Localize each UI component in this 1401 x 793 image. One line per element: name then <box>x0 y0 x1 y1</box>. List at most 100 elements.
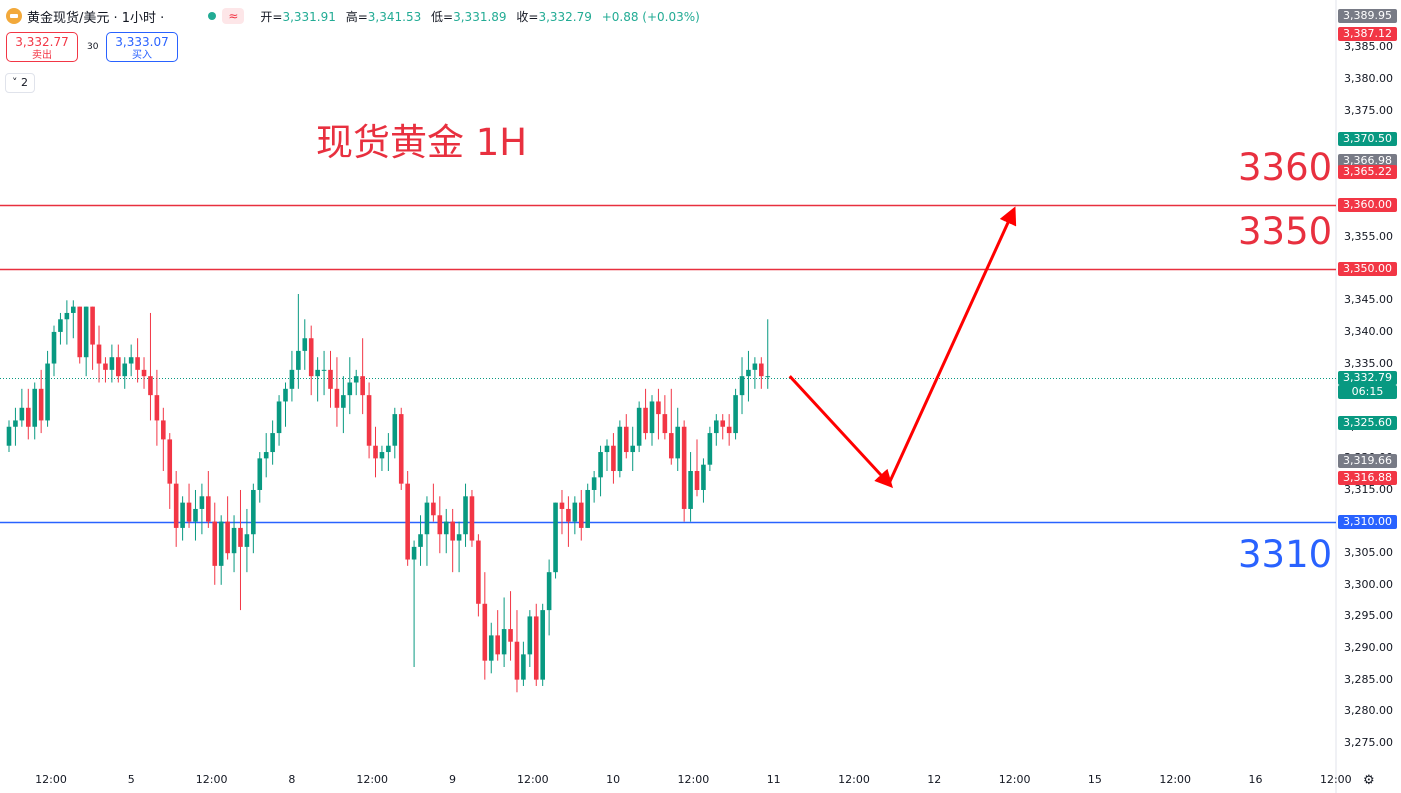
price-tick: 3,275.00 <box>1344 735 1393 749</box>
candle-body <box>257 458 263 490</box>
candle-body <box>302 338 308 351</box>
time-tick: 12:00 <box>356 773 389 786</box>
sell-button[interactable]: 3,332.77 卖出 <box>6 32 78 62</box>
price-tick: 3,285.00 <box>1344 672 1393 686</box>
candle-body <box>450 521 455 541</box>
candle-body <box>353 376 359 383</box>
candle-body <box>714 420 719 434</box>
candle-body <box>501 629 507 655</box>
candle-body <box>540 610 545 680</box>
time-tick: 12:00 <box>998 773 1031 786</box>
projection-arrow-down <box>788 375 894 489</box>
candle-body <box>604 445 610 453</box>
candle-body <box>495 635 500 655</box>
candle-body <box>109 357 115 370</box>
candle-body <box>186 502 192 522</box>
price-label: 3,325.60 <box>1338 415 1397 430</box>
time-tick: 12:00 <box>1159 773 1192 786</box>
gear-icon[interactable]: ⚙ <box>1363 773 1375 788</box>
candle-body <box>25 407 31 427</box>
low-label: 低= <box>431 9 454 24</box>
time-tick: 8 <box>288 773 296 786</box>
time-tick: 15 <box>1087 773 1102 786</box>
candle-body <box>476 540 481 604</box>
high-label: 高= <box>345 9 368 24</box>
candle-body <box>289 369 295 389</box>
price-label: 3,332.79 <box>1338 370 1397 385</box>
candle-body <box>546 572 552 611</box>
candle-body <box>32 388 38 427</box>
price-tick: 3,305.00 <box>1344 546 1393 560</box>
candle-body <box>578 502 584 528</box>
candle-body <box>694 471 700 490</box>
candle-body <box>308 338 314 377</box>
candle-body <box>103 363 108 370</box>
candle-body <box>83 306 89 358</box>
candle-body <box>64 312 70 320</box>
candle-body <box>572 502 578 522</box>
price-tick: 3,380.00 <box>1344 72 1393 86</box>
time-tick: 9 <box>449 773 456 786</box>
price-label: 3,389.95 <box>1338 9 1397 24</box>
open-label: 开= <box>260 9 283 24</box>
candle-body <box>759 363 764 377</box>
candle-body <box>135 357 140 370</box>
candle-body <box>77 306 83 358</box>
candle-body <box>238 527 243 547</box>
candle-body <box>347 382 353 396</box>
candle-body <box>212 521 218 566</box>
indicator-icon[interactable]: ≈ <box>222 8 245 24</box>
candle-body <box>559 502 565 509</box>
buy-label: 买入 <box>132 50 152 61</box>
candle-body <box>668 433 674 459</box>
price-tick: 3,315.00 <box>1344 482 1393 496</box>
price-label: 3,350.00 <box>1338 261 1397 276</box>
gold-coin-icon <box>6 8 22 24</box>
buy-price: 3,333.07 <box>115 35 169 49</box>
candle-body <box>405 483 410 560</box>
candle-body <box>636 407 642 446</box>
candle-body <box>418 534 423 547</box>
candle-body <box>218 521 224 566</box>
candle-body <box>373 445 378 459</box>
price-label: 3,365.22 <box>1338 165 1397 180</box>
candle-body <box>443 521 449 535</box>
change-value: +0.88 (+0.03%) <box>601 9 700 24</box>
candle-body <box>392 414 398 446</box>
candle-body <box>148 376 153 396</box>
candle-body <box>746 369 751 377</box>
candle-body <box>726 426 732 434</box>
candle-body <box>270 433 275 453</box>
candle-body <box>521 654 526 680</box>
time-tick: 16 <box>1248 773 1263 786</box>
close-value: 3,332.79 <box>538 9 592 24</box>
collapse-indicators-button[interactable]: ˅ 2 <box>5 73 35 93</box>
symbol-title[interactable]: 黄金现货/美元 · 1小时 · <box>27 10 165 26</box>
candle-body <box>463 496 468 535</box>
sell-price: 3,332.77 <box>15 35 69 49</box>
projection-arrow-up <box>887 206 1017 485</box>
price-label: 3,319.66 <box>1338 453 1397 468</box>
level-text-3360: 3360 <box>1238 146 1333 189</box>
candle-body <box>206 496 211 522</box>
time-tick: 12:00 <box>195 773 228 786</box>
candle-body <box>321 369 327 371</box>
level-text-3310: 3310 <box>1238 533 1333 576</box>
candle-body <box>13 420 18 427</box>
candle-body <box>431 502 436 516</box>
price-tick: 3,290.00 <box>1344 641 1393 655</box>
candle-body <box>611 445 616 472</box>
time-tick: 12:00 <box>1319 773 1352 786</box>
time-tick: 12:00 <box>516 773 549 786</box>
buy-button[interactable]: 3,333.07 买入 <box>106 32 178 62</box>
candle-body <box>649 401 655 434</box>
candle-body <box>630 445 636 453</box>
candle-body <box>180 502 185 528</box>
header-bar: 黄金现货/美元 · 1小时 · ≈ 开=3,331.91 高=3,341.53 … <box>0 0 700 32</box>
price-label: 3,366.98 <box>1338 154 1397 169</box>
candle-body <box>469 496 475 541</box>
candle-body <box>720 420 726 427</box>
price-tick: 3,345.00 <box>1344 293 1393 307</box>
candle-body <box>662 414 668 434</box>
candle-body <box>424 502 430 535</box>
